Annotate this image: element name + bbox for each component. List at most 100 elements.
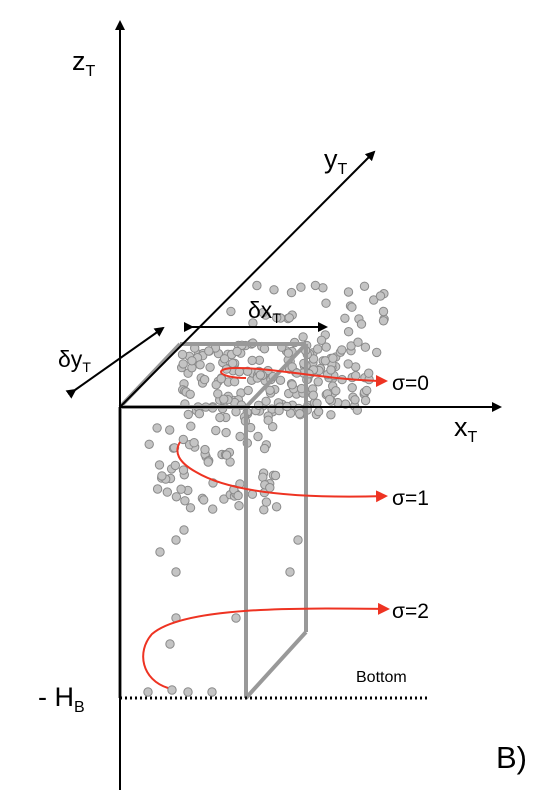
dy-dimension-arrow — [65, 326, 165, 399]
particle — [176, 484, 186, 494]
sigma-1-label: σ=1 — [392, 487, 429, 510]
particle — [364, 368, 374, 378]
particle — [170, 460, 181, 471]
particle — [200, 444, 210, 455]
particle — [215, 412, 225, 423]
particle — [310, 280, 321, 291]
particle — [179, 525, 189, 535]
particle — [171, 492, 182, 502]
particle — [167, 685, 177, 695]
particle — [177, 349, 188, 360]
particle — [325, 394, 335, 405]
particle — [285, 567, 295, 577]
particle — [235, 431, 245, 442]
particle — [185, 389, 195, 399]
particle — [261, 497, 272, 507]
particle — [243, 385, 253, 396]
particle — [228, 358, 238, 368]
trajectory-sigma-2 — [142, 602, 390, 689]
particle — [165, 639, 175, 649]
particle — [268, 422, 278, 432]
dimension-markers — [65, 322, 328, 399]
particle — [375, 291, 386, 301]
particle — [208, 504, 218, 514]
particle — [213, 389, 223, 399]
particle — [263, 415, 273, 425]
particle — [211, 425, 221, 436]
particle — [183, 687, 193, 697]
particle — [359, 281, 370, 291]
particle — [171, 535, 181, 545]
particle — [343, 287, 354, 297]
dx-label: δxT — [248, 297, 281, 326]
particle — [265, 385, 275, 395]
sigma-2-label: σ=2 — [392, 600, 429, 623]
particle — [199, 495, 209, 505]
particle — [362, 385, 372, 396]
particle — [347, 302, 357, 312]
particle — [369, 295, 379, 305]
particle — [372, 347, 382, 358]
particle — [207, 687, 217, 697]
particle — [313, 406, 324, 417]
particle — [337, 345, 347, 355]
panel-label: B) — [496, 740, 527, 775]
particle — [287, 362, 297, 372]
particle — [340, 313, 350, 323]
particle — [298, 332, 308, 342]
particle — [221, 450, 232, 460]
particle — [165, 425, 175, 435]
particle — [189, 438, 199, 448]
particle — [326, 410, 336, 420]
particle — [321, 298, 331, 308]
box-bottom-right-edge — [244, 630, 308, 700]
particle — [321, 342, 331, 352]
particle — [275, 375, 286, 385]
particle — [187, 356, 197, 366]
particle — [284, 313, 294, 323]
particle — [143, 687, 153, 697]
sigma-0-label: σ=0 — [392, 372, 429, 395]
particle — [183, 409, 194, 420]
particle — [144, 439, 154, 449]
particle — [157, 471, 167, 481]
y-axis-label: yT — [324, 144, 348, 178]
particle — [360, 342, 371, 352]
particle — [233, 490, 243, 501]
particle — [178, 465, 189, 475]
particle — [265, 483, 275, 493]
particle — [347, 383, 357, 393]
particle — [171, 567, 181, 577]
particle — [247, 355, 257, 366]
particle — [203, 457, 213, 467]
particle — [219, 354, 230, 364]
particle — [216, 374, 226, 384]
particle — [258, 472, 268, 482]
particle — [271, 502, 282, 512]
trajectories — [142, 366, 390, 689]
particle — [178, 434, 189, 445]
particle — [328, 353, 338, 363]
particle — [378, 306, 389, 317]
particle — [221, 427, 231, 438]
particle — [350, 395, 360, 405]
bottom-label: Bottom — [356, 669, 407, 686]
particle — [378, 316, 389, 326]
particle — [343, 327, 354, 337]
particle — [194, 409, 205, 419]
particle — [287, 380, 297, 390]
particle — [180, 496, 190, 506]
particle — [195, 360, 205, 370]
control-volume-box — [118, 342, 308, 700]
box-top-right-edge — [244, 342, 308, 409]
particle — [295, 409, 305, 419]
particle — [261, 396, 271, 406]
particle — [252, 280, 262, 291]
particle — [308, 390, 318, 400]
particle — [226, 306, 236, 317]
particle — [313, 344, 323, 354]
particle — [178, 359, 188, 369]
trajectory-sigma-0 — [220, 366, 388, 387]
particle — [199, 374, 210, 385]
particle — [259, 443, 270, 454]
